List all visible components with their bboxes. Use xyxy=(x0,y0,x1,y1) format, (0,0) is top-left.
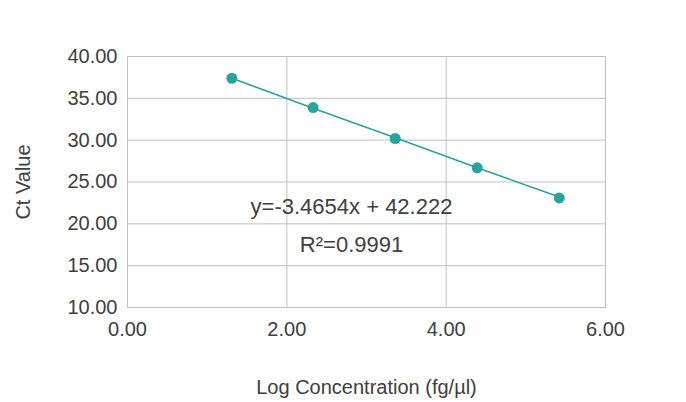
svg-text:0.00: 0.00 xyxy=(108,318,147,340)
svg-text:10.00: 10.00 xyxy=(67,296,117,318)
svg-text:Ct Value: Ct Value xyxy=(12,144,34,219)
svg-text:15.00: 15.00 xyxy=(67,254,117,276)
svg-text:Log Concentration (fg/µl): Log Concentration (fg/µl) xyxy=(256,376,477,398)
svg-text:25.00: 25.00 xyxy=(67,170,117,192)
svg-text:35.00: 35.00 xyxy=(67,87,117,109)
svg-text:40.00: 40.00 xyxy=(67,45,117,67)
svg-text:30.00: 30.00 xyxy=(67,129,117,151)
svg-text:y=-3.4654x + 42.222: y=-3.4654x + 42.222 xyxy=(251,194,453,219)
svg-text:R²=0.9991: R²=0.9991 xyxy=(300,232,403,257)
svg-text:6.00: 6.00 xyxy=(586,318,625,340)
svg-text:4.00: 4.00 xyxy=(427,318,466,340)
svg-text:2.00: 2.00 xyxy=(267,318,306,340)
svg-text:20.00: 20.00 xyxy=(67,212,117,234)
